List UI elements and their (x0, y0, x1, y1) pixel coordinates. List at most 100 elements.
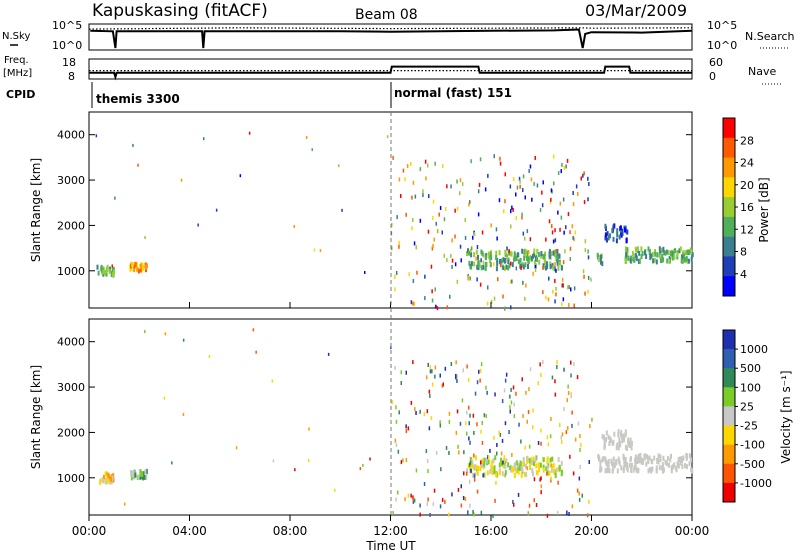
echo-cell-3 (637, 453, 640, 459)
sparse-cell (114, 196, 116, 200)
scatter-cell (424, 159, 427, 164)
scatter-cell (469, 413, 471, 418)
x-tick-label: 20:00 (574, 524, 609, 538)
scatter-cell (398, 410, 400, 415)
echo-cell-2 (484, 265, 487, 271)
scatter-cell (489, 448, 491, 453)
scatter-cell (568, 303, 570, 307)
echo-cell-4 (687, 258, 690, 264)
scatter-cell (511, 279, 513, 284)
scatter-cell (499, 156, 501, 161)
echo-cell-4 (631, 251, 634, 257)
scatter-cell (457, 487, 460, 492)
scatter-cell (510, 224, 512, 229)
echo-cell-5 (615, 238, 618, 244)
echo-cell-2 (501, 461, 503, 467)
echo-cell-2 (551, 463, 553, 469)
scatter-cell (531, 197, 533, 202)
scatter-cell (464, 235, 467, 240)
scatter-cell (548, 219, 551, 224)
scatter-cell (495, 480, 497, 485)
echo-cell-4 (635, 256, 638, 262)
echo-cell-2 (514, 253, 517, 259)
scatter-cell (529, 164, 532, 169)
echo-cell-2 (487, 459, 490, 465)
echo-cell-2 (488, 254, 491, 260)
scatter-cell (542, 360, 544, 364)
echo-cell-4 (683, 253, 686, 259)
scatter-cell (435, 451, 438, 455)
scatter-cell (460, 484, 462, 489)
echo-cell-2 (543, 253, 546, 259)
x-tick-label: 12:00 (373, 524, 408, 538)
echo-cell-5 (611, 228, 614, 234)
scatter-cell (432, 243, 434, 248)
echo-cell-4 (659, 253, 662, 259)
scatter-cell (439, 504, 442, 509)
echo-cell-4 (640, 254, 643, 260)
scatter-cell (526, 229, 529, 234)
echo-cell-2 (479, 466, 482, 472)
echo-cell-4 (676, 254, 679, 260)
scatter-cell (497, 277, 499, 282)
echo-cell-2 (496, 261, 499, 266)
scatter-cell (464, 497, 467, 501)
echo-cell-3 (647, 456, 650, 462)
velocity-data (99, 328, 694, 518)
echo-cell-4 (603, 444, 606, 450)
scatter-cell (426, 375, 428, 380)
echo-cell-2 (517, 462, 519, 468)
echo-cell-2 (528, 458, 531, 464)
echo-cell-3 (658, 465, 661, 471)
scatter-cell (542, 265, 544, 270)
echo-cell-2 (489, 262, 492, 268)
echo-cell-2 (549, 457, 552, 463)
echo-cell-2 (550, 467, 553, 473)
scatter-cell (496, 451, 498, 456)
colorbar-band (723, 118, 735, 139)
echo-cell-4 (655, 259, 658, 265)
scatter-cell (446, 184, 448, 189)
echo-cell-2 (518, 465, 521, 471)
scatter-cell (561, 432, 564, 437)
echo-cell-2 (560, 471, 563, 477)
echo-cell-4 (640, 246, 643, 252)
scatter-cell (570, 360, 572, 365)
scatter-cell (466, 410, 468, 415)
echo-cell-3 (677, 457, 680, 462)
echo-cell-2 (546, 261, 549, 267)
scatter-cell (456, 179, 458, 184)
scatter-cell (572, 235, 574, 240)
scatter-cell (414, 194, 417, 199)
colorbar-tick-label: 24 (740, 157, 754, 170)
echo-cell-4 (667, 250, 670, 256)
echo-cell-2 (538, 462, 541, 468)
scatter-cell (573, 286, 576, 291)
scatter-cell (570, 287, 572, 292)
scatter-cell (410, 162, 412, 166)
scatter-cell (561, 162, 563, 167)
colorbar-tick-label: 100 (740, 381, 761, 394)
scatter-cell (467, 510, 469, 515)
scatter-cell (480, 258, 482, 263)
scatter-cell (509, 279, 512, 284)
echo-cell-2 (477, 465, 480, 471)
scatter-cell (518, 422, 520, 427)
echo-cell-2 (473, 252, 476, 258)
scatter-cell (504, 378, 507, 383)
scatter-cell (464, 218, 466, 223)
scatter-cell (566, 510, 568, 515)
scatter-cell (529, 237, 532, 242)
echo-cell-2 (505, 264, 508, 270)
scatter-cell (516, 185, 519, 190)
echo-cell-2 (549, 261, 552, 267)
scatter-cell (561, 277, 564, 282)
echo-cell-2 (506, 254, 509, 259)
scatter-cell (575, 184, 578, 189)
echo-cell-2 (469, 465, 472, 470)
echo-cell-3 (641, 457, 644, 463)
colorbar-band (723, 177, 735, 198)
sparse-cell (307, 459, 310, 463)
sky-tick-high: 10^5 (52, 19, 82, 32)
scatter-cell (567, 391, 570, 395)
